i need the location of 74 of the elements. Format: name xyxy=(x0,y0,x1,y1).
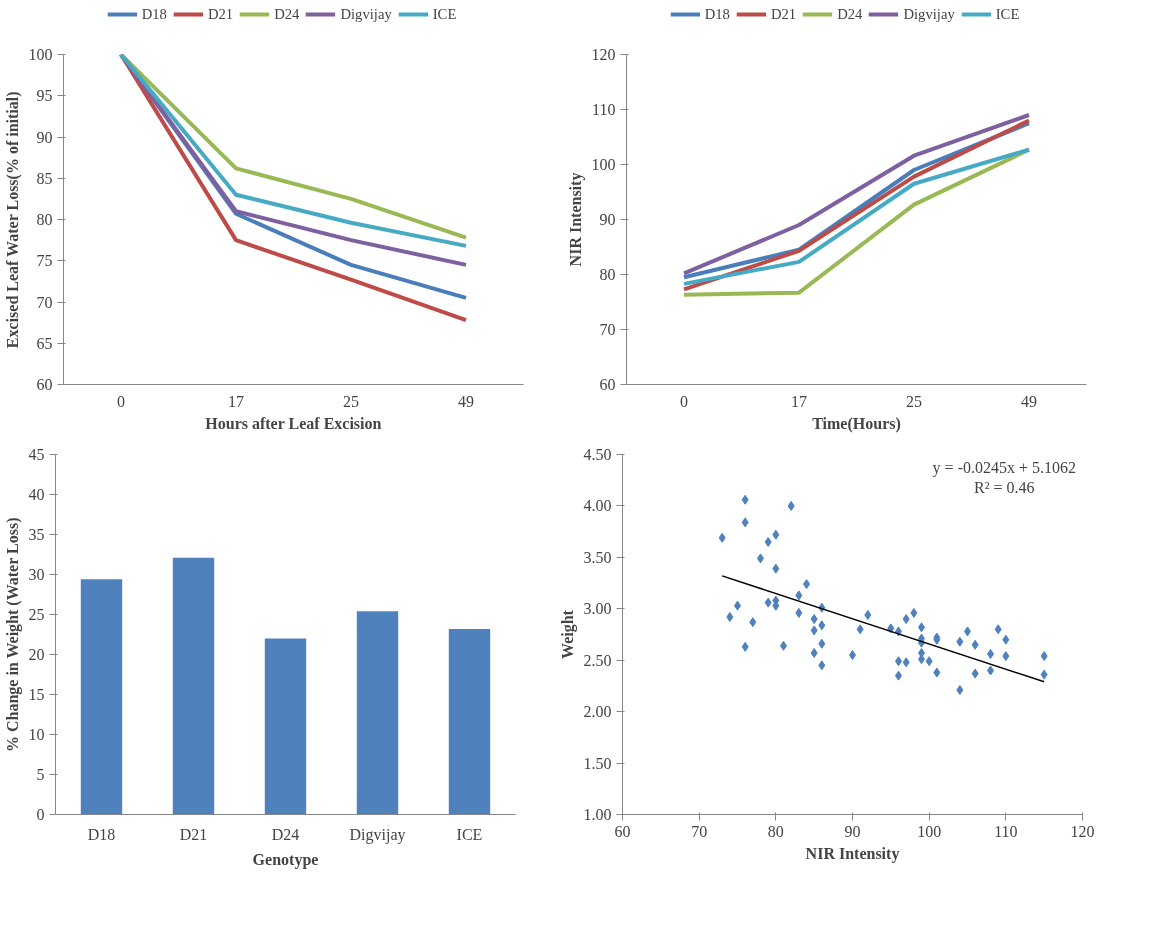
x-tick-label: 25 xyxy=(343,392,359,410)
x-tick-label: 120 xyxy=(1070,822,1095,840)
x-tick-label: 110 xyxy=(994,822,1018,840)
y-tick-label: 70 xyxy=(599,321,616,338)
x-tick-label: 49 xyxy=(1021,392,1037,410)
x-tick-label: 25 xyxy=(906,392,922,410)
y-tick-label: 5 xyxy=(36,766,45,783)
y-axis-title: Excised Leaf Water Loss(% of initial) xyxy=(3,91,22,349)
y-tick-label: 35 xyxy=(28,526,45,543)
legend-label: D18 xyxy=(704,5,730,23)
legend-label: D24 xyxy=(837,5,863,23)
x-tick-label: D18 xyxy=(87,825,116,843)
y-tick-label: 65 xyxy=(36,334,53,352)
y-tick-label: 120 xyxy=(591,46,616,63)
x-axis-title: Genotype xyxy=(252,850,319,869)
x-axis-title: NIR Intensity xyxy=(805,844,900,863)
y-tick-label: 60 xyxy=(599,376,616,393)
x-tick-label: D21 xyxy=(179,825,208,843)
y-tick-label: 80 xyxy=(599,266,616,283)
y-tick-label: 2.50 xyxy=(583,651,612,669)
legend-label: D21 xyxy=(207,5,234,23)
x-tick-label: ICE xyxy=(456,825,483,843)
legend-label: Digvijay xyxy=(340,5,392,23)
y-tick-label: 2.00 xyxy=(583,703,612,721)
y-tick-label: 1.50 xyxy=(583,754,612,772)
y-tick-label: 100 xyxy=(28,46,53,63)
legend-label: ICE xyxy=(432,5,457,23)
x-tick-label: 60 xyxy=(614,822,631,840)
y-tick-label: 1.00 xyxy=(583,806,612,823)
x-tick-label: 0 xyxy=(680,392,688,410)
y-tick-label: 20 xyxy=(28,646,45,663)
y-tick-label: 60 xyxy=(36,376,53,393)
y-tick-label: 70 xyxy=(36,293,53,311)
x-tick-label: 17 xyxy=(791,392,807,410)
legend-label: ICE xyxy=(995,5,1020,23)
y-tick-label: 90 xyxy=(36,128,53,146)
x-tick-label: Digvijay xyxy=(349,825,406,844)
x-tick-label: 100 xyxy=(917,822,942,840)
legend-label: D21 xyxy=(770,5,797,23)
y-tick-label: 4.00 xyxy=(583,497,612,515)
annotation: y = -0.0245x + 5.1062 xyxy=(932,459,1076,478)
x-tick-label: 70 xyxy=(691,822,708,840)
y-tick-label: 95 xyxy=(36,87,53,105)
y-tick-label: 40 xyxy=(28,486,45,503)
x-tick-label: 0 xyxy=(117,392,125,410)
annotation: R² = 0.46 xyxy=(974,478,1035,496)
x-tick-label: 80 xyxy=(767,822,784,840)
x-tick-label: 49 xyxy=(458,392,474,410)
y-axis-title: NIR Intensity xyxy=(566,172,585,267)
y-tick-label: 0 xyxy=(36,806,45,823)
x-axis-title: Hours after Leaf Excision xyxy=(205,414,382,432)
y-tick-label: 3.50 xyxy=(583,548,612,566)
y-tick-label: 100 xyxy=(591,156,616,173)
x-tick-label: 17 xyxy=(228,392,244,410)
y-tick-label: 85 xyxy=(36,169,53,187)
y-tick-label: 75 xyxy=(36,252,53,270)
y-tick-label: 30 xyxy=(28,566,45,583)
y-tick-label: 15 xyxy=(28,686,45,703)
y-tick-label: 25 xyxy=(28,606,45,623)
y-tick-label: 90 xyxy=(599,211,616,228)
y-tick-label: 4.50 xyxy=(583,446,612,463)
y-tick-label: 45 xyxy=(28,446,45,463)
y-tick-label: 3.00 xyxy=(583,600,612,618)
x-tick-label: 90 xyxy=(844,822,861,840)
legend-label: D18 xyxy=(141,5,167,23)
x-tick-label: D24 xyxy=(271,825,300,843)
y-axis-title: % Change in Weight (Water Loss) xyxy=(3,517,22,753)
x-axis-title: Time(Hours) xyxy=(812,414,901,433)
y-tick-label: 110 xyxy=(592,101,616,118)
y-tick-label: 10 xyxy=(28,726,45,743)
legend-label: Digvijay xyxy=(903,5,955,23)
y-axis-title: Weight xyxy=(558,609,577,659)
y-tick-label: 80 xyxy=(36,211,53,228)
legend-label: D24 xyxy=(274,5,300,23)
